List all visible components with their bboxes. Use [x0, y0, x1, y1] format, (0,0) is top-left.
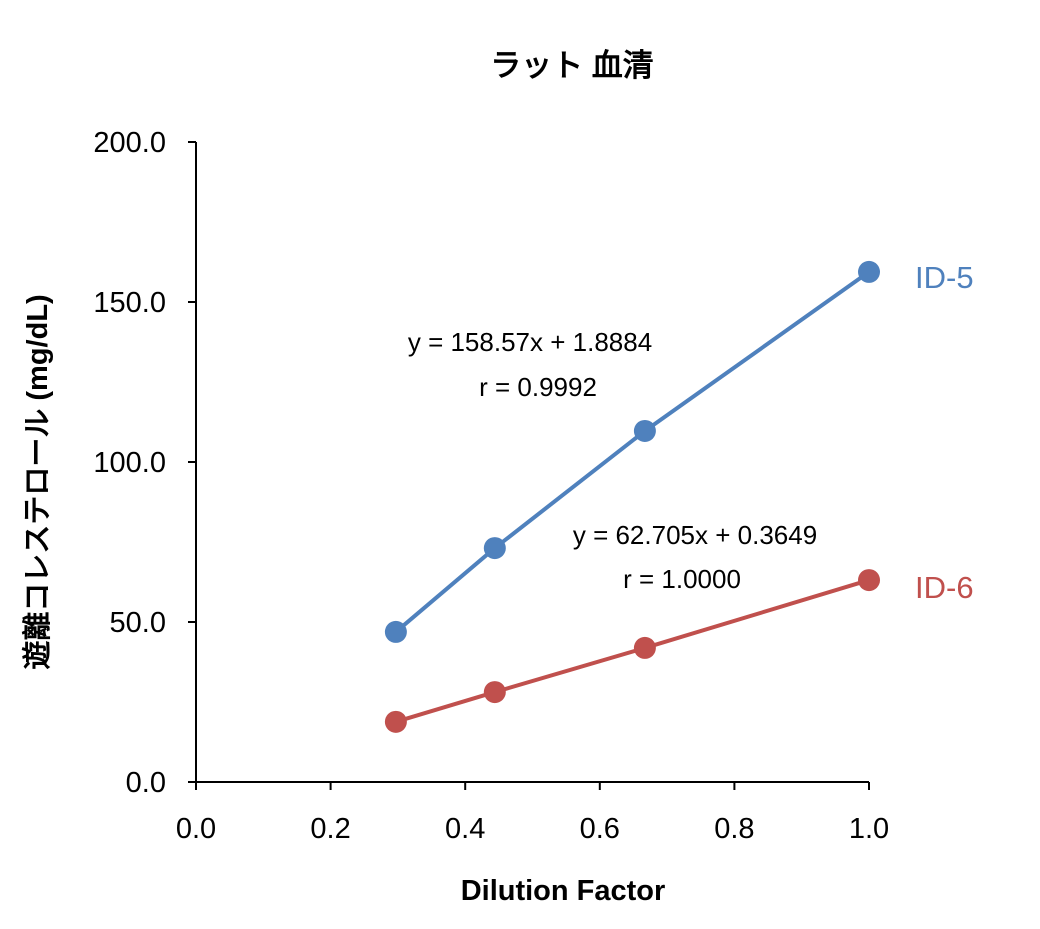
id5-r-value: r = 0.9992 [479, 372, 597, 402]
x-tick-label: 0.8 [714, 813, 754, 845]
data-point-ID-5 [858, 260, 880, 283]
chart-title: ラット 血清 [490, 48, 654, 83]
data-point-ID-6 [483, 681, 506, 704]
x-tick-label: 0.4 [445, 813, 485, 845]
y-tick-label: 200.0 [93, 127, 166, 159]
data-point-ID-6 [633, 636, 656, 659]
series-marks [384, 260, 880, 733]
axes: 0.0 50.0 100.0 150.0 200.0 0.0 0.2 0.4 0.6 0.8 1.0 [93, 127, 889, 845]
id5-equation: y = 158.57x + 1.8884 [408, 327, 652, 357]
data-point-ID-5 [384, 620, 407, 643]
data-point-ID-5 [483, 537, 506, 560]
x-tick-label: 0.6 [580, 813, 620, 845]
x-tick-label: 0.2 [310, 813, 350, 845]
series-line-ID-5 [394, 270, 871, 634]
x-tick-label: 1.0 [849, 813, 889, 845]
y-tick-label: 150.0 [93, 287, 166, 319]
id6-equation: y = 62.705x + 0.3649 [573, 520, 817, 550]
series-line-ID-6 [395, 578, 870, 724]
x-axis-label: Dilution Factor [461, 875, 666, 907]
data-point-ID-6 [858, 569, 880, 592]
id5-series-label: ID-5 [915, 260, 974, 295]
y-axis-label: 遊離コレステロール (mg/dL) [20, 294, 54, 669]
data-point-ID-5 [633, 419, 656, 442]
data-point-ID-6 [384, 710, 407, 733]
y-tick-label: 100.0 [93, 447, 166, 479]
id6-series-label: ID-6 [915, 570, 974, 605]
y-tick-label: 0.0 [126, 767, 166, 799]
y-tick-label: 50.0 [110, 607, 166, 639]
x-tick-label: 0.0 [176, 813, 216, 845]
id6-r-value: r = 1.0000 [623, 564, 741, 594]
